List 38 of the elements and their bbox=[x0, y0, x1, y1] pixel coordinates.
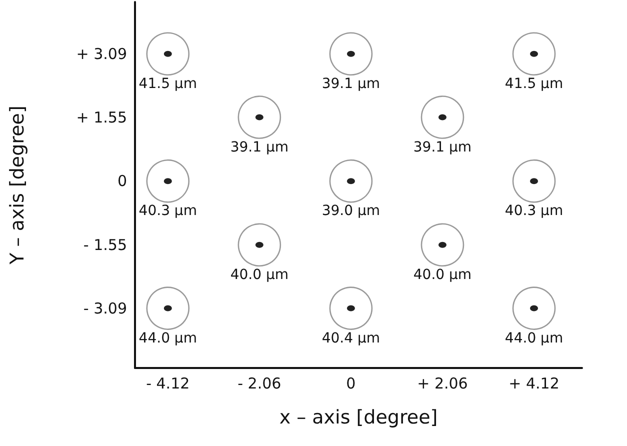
point bbox=[512, 159, 556, 203]
y-tick-label: - 1.55 bbox=[83, 236, 127, 254]
point bbox=[420, 96, 464, 139]
annotation: 40.3 μm bbox=[138, 203, 197, 220]
annotation: 40.4 μm bbox=[322, 330, 380, 346]
annotation: 39.1 μm bbox=[322, 76, 380, 92]
annotation: 39.1 μm bbox=[230, 139, 288, 156]
y-tick-label: - 3.09 bbox=[83, 299, 127, 318]
point bbox=[329, 286, 373, 330]
point bbox=[329, 32, 373, 76]
annotation: 41.5 μm bbox=[138, 76, 197, 92]
y-tick-label: + 1.55 bbox=[76, 108, 127, 126]
point bbox=[146, 32, 190, 76]
x-tick-label: + 2.06 bbox=[417, 374, 468, 392]
y-tick-label: + 3.09 bbox=[76, 44, 127, 63]
annotation: 39.1 μm bbox=[413, 139, 472, 156]
y-tick-label: 0 bbox=[117, 172, 127, 190]
point bbox=[512, 32, 556, 76]
y-axis-title: Y – axis [degree] bbox=[6, 106, 28, 266]
x-tick-label: - 2.06 bbox=[238, 374, 282, 392]
annotation: 39.0 μm bbox=[322, 203, 380, 220]
annotation: 44.0 μm bbox=[504, 330, 564, 346]
point bbox=[238, 96, 282, 139]
annotation: 40.3 μm bbox=[504, 203, 564, 220]
point bbox=[146, 159, 190, 203]
x-axis-title: x – axis [degree] bbox=[279, 406, 438, 428]
point bbox=[146, 286, 190, 330]
x-tick-label: 0 bbox=[346, 374, 356, 392]
point bbox=[238, 223, 282, 267]
point bbox=[512, 286, 556, 330]
annotation: 44.0 μm bbox=[138, 330, 197, 346]
x-tick-label: - 4.12 bbox=[146, 374, 190, 392]
point bbox=[329, 159, 373, 203]
annotation: 41.5 μm bbox=[504, 76, 564, 92]
annotation: 40.0 μm bbox=[413, 266, 472, 283]
x-tick-label: + 4.12 bbox=[508, 374, 560, 392]
annotation: 40.0 μm bbox=[230, 266, 288, 283]
point bbox=[420, 223, 464, 267]
